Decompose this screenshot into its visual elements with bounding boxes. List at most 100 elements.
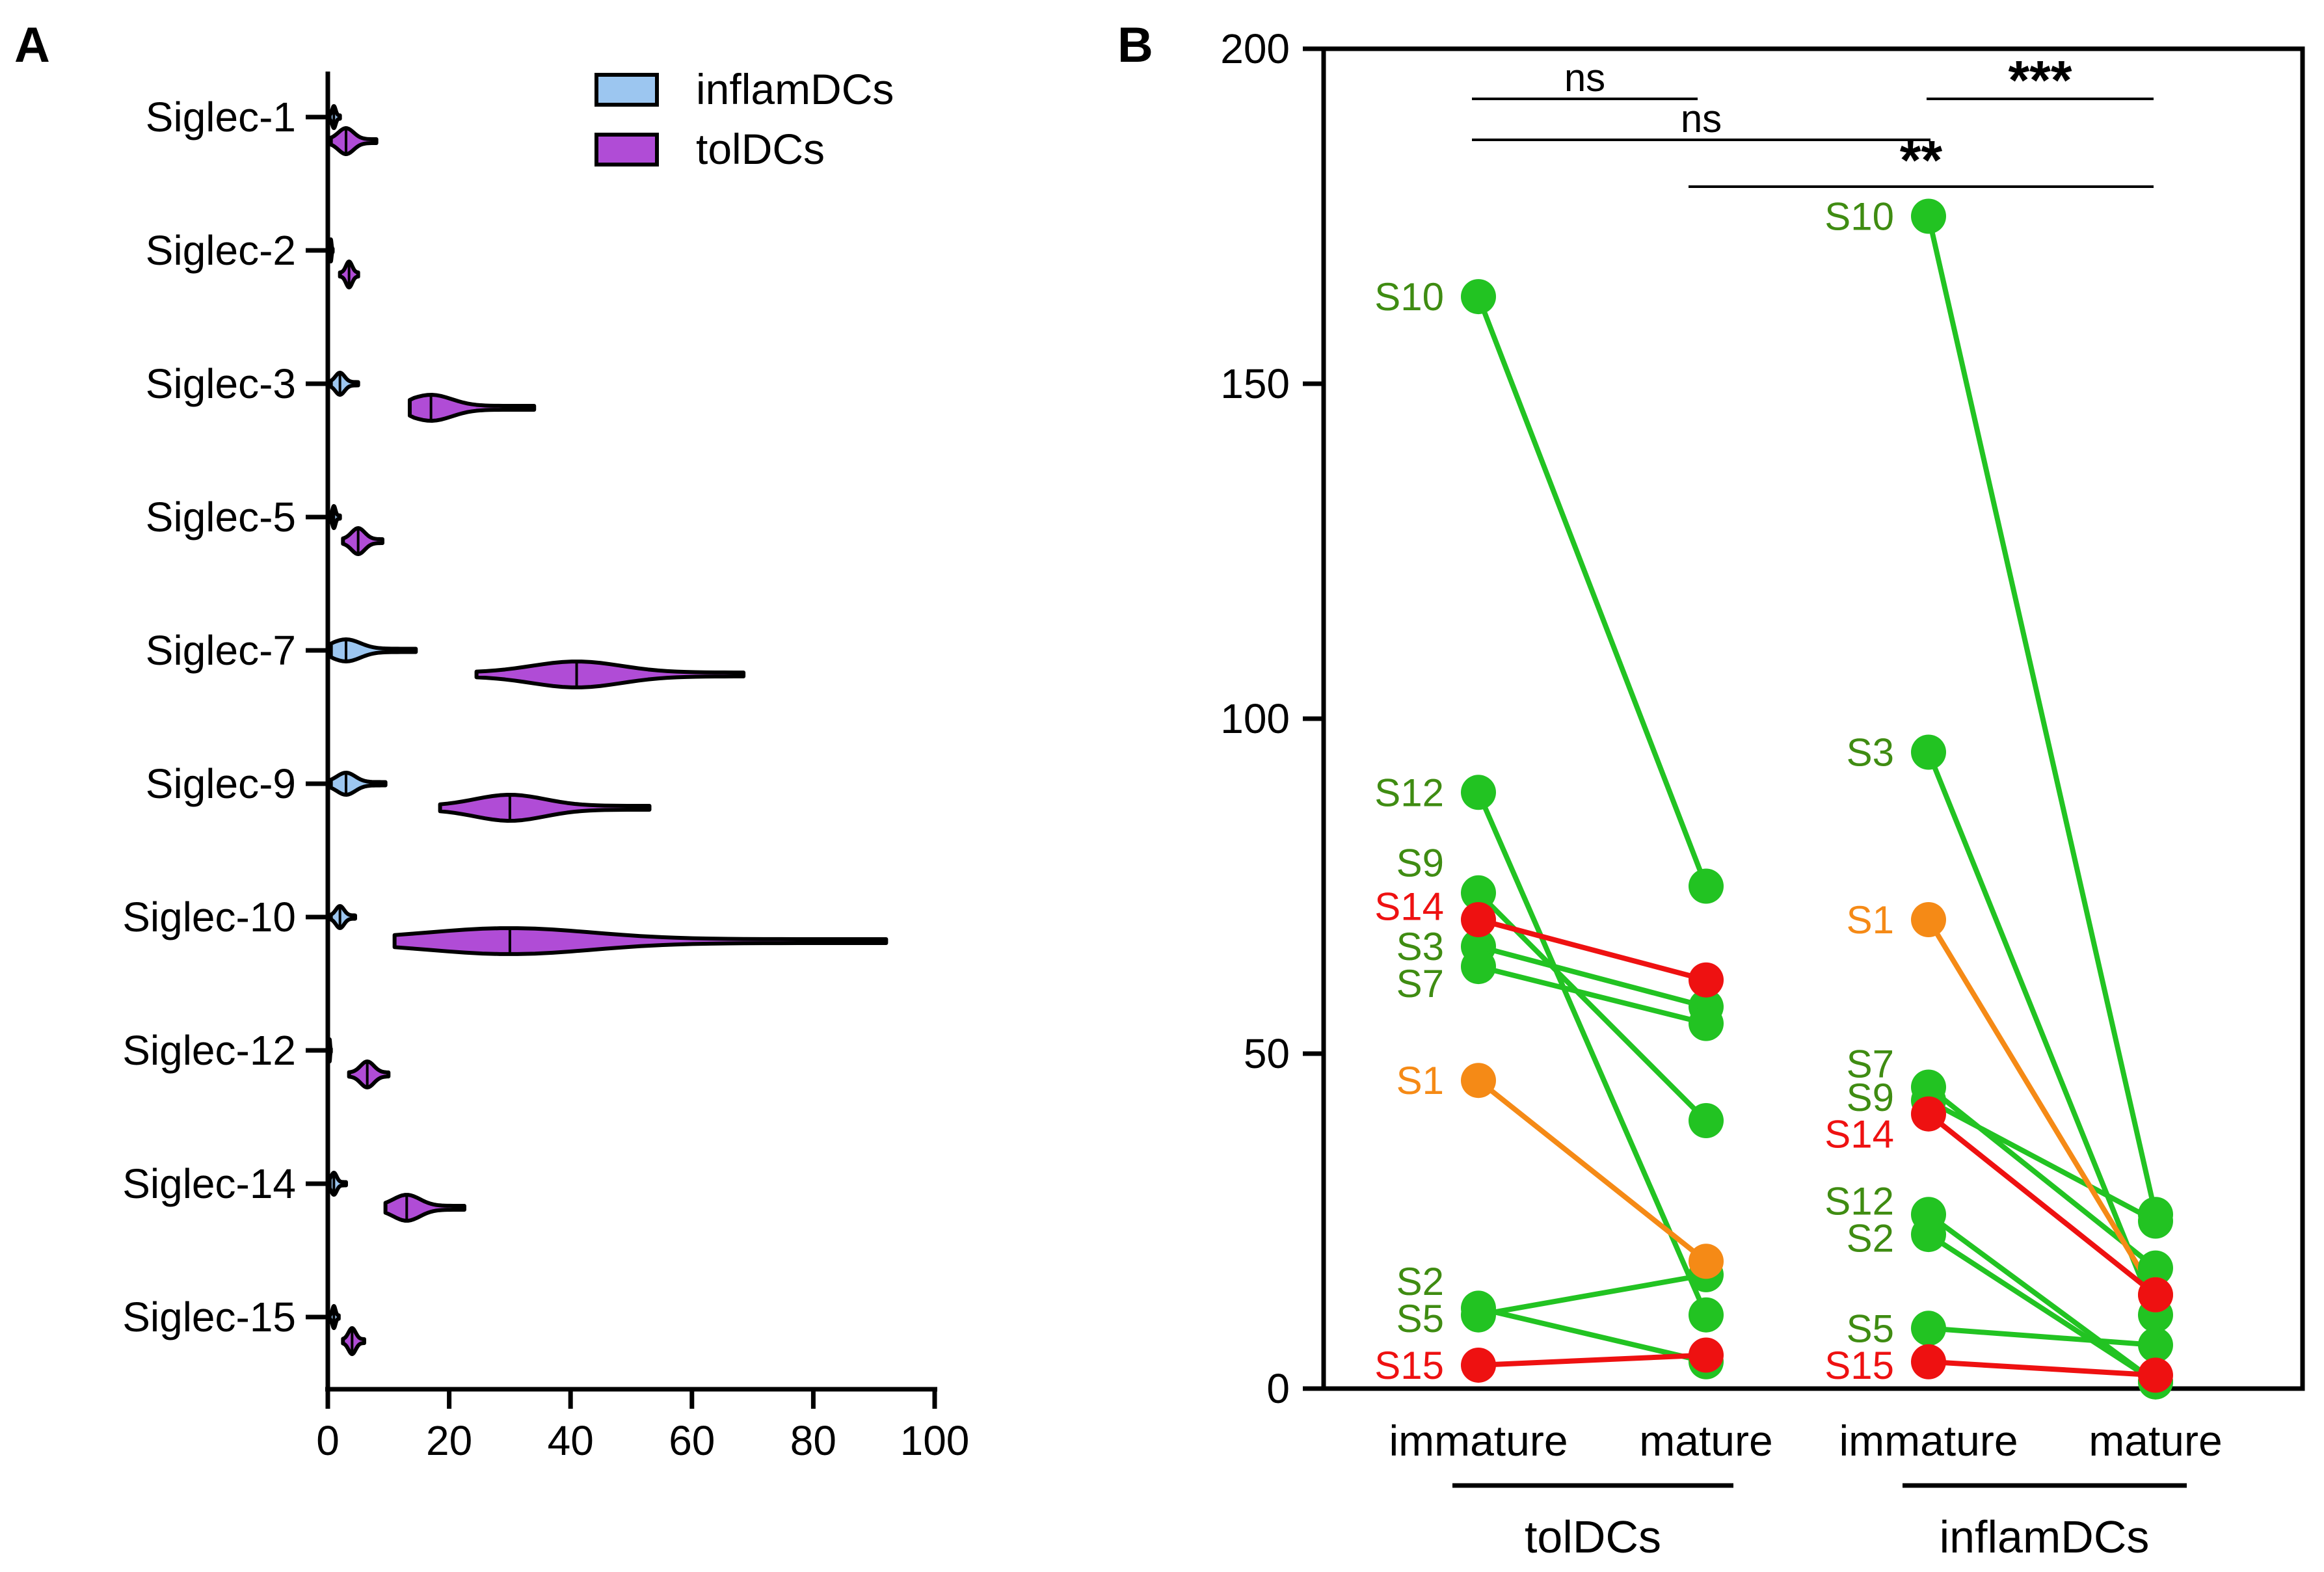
sig-label-0: ns — [1564, 56, 1605, 100]
point-label-s14-inflam: S14 — [1824, 1113, 1894, 1156]
x-category-labels: immature mature immature mature tolDCs i… — [1389, 1417, 2222, 1562]
point-label-s9-tol: S9 — [1396, 841, 1444, 885]
violin-toldcs-siglec-10 — [392, 926, 888, 956]
point-s9-tol-mature — [1689, 1103, 1724, 1138]
line-s12-tol — [1476, 791, 1709, 1316]
sig-label-3: *** — [2008, 49, 2072, 111]
line-s5-tol — [1478, 1272, 1707, 1318]
sig-label-1: ns — [1681, 97, 1722, 140]
line-s15-inflam — [1928, 1359, 2156, 1378]
x-label-tol-immature: immature — [1389, 1417, 1568, 1465]
y-tick-label-200: 200 — [1220, 25, 1290, 72]
point-label-s7-tol: S7 — [1396, 962, 1444, 1006]
y-tick-label-siglec-2: Siglec-2 — [146, 227, 296, 274]
legend: inflamDCs tolDCs — [594, 65, 894, 173]
panel-a: A Siglec-1Siglec-2Siglec-3Siglec-5Siglec… — [14, 18, 969, 1464]
line-s10-inflam — [1926, 215, 2158, 1216]
x-tick-label-80: 80 — [790, 1417, 836, 1464]
point-s7-tol-mature — [1689, 1006, 1724, 1041]
point-label-s12-tol: S12 — [1374, 771, 1444, 814]
line-s14-tol — [1477, 917, 1707, 983]
x-label-inflam-mature: mature — [2089, 1417, 2222, 1465]
line-s10-tol — [1476, 295, 1709, 887]
point-s5-inflam-immature — [1911, 1311, 1946, 1346]
point-label-s2-tol: S2 — [1396, 1260, 1444, 1303]
line-s1-inflam — [1926, 918, 2158, 1296]
line-s7-inflam — [1927, 1085, 2157, 1270]
violin-toldcs-siglec-14 — [383, 1193, 466, 1223]
legend-label-toldcs: tolDCs — [696, 125, 825, 173]
violin-toldcs-siglec-7 — [474, 659, 746, 689]
y-tick-label-siglec-10: Siglec-10 — [122, 894, 296, 940]
point-s12-tol-immature — [1461, 775, 1496, 810]
point-label-s15-tol: S15 — [1374, 1344, 1444, 1387]
plot-frame — [1321, 46, 2305, 1391]
x-label-inflam-immature: immature — [1839, 1417, 2018, 1465]
group-label-inflamdcs: inflamDCs — [1940, 1512, 2150, 1562]
violin-toldcs-siglec-5 — [341, 526, 384, 556]
x-tick-label-100: 100 — [900, 1417, 970, 1464]
panel-a-violins — [326, 104, 888, 1356]
point-s10-tol-mature — [1689, 868, 1724, 904]
line-s3-tol — [1477, 944, 1707, 1009]
point-s15-inflam-immature — [1911, 1344, 1946, 1379]
y-tick-label-siglec-15: Siglec-15 — [122, 1294, 296, 1340]
point-label-s1-inflam: S1 — [1847, 898, 1894, 942]
y-tick-label-siglec-7: Siglec-7 — [146, 627, 296, 674]
point-label-s10-tol: S10 — [1374, 275, 1444, 319]
line-s5-inflam — [1928, 1326, 2156, 1348]
panel-a-axes — [325, 72, 937, 1392]
point-label-s2-inflam: S2 — [1847, 1216, 1894, 1260]
point-s1-inflam-immature — [1911, 902, 1946, 937]
violin-toldcs-siglec-12 — [347, 1059, 391, 1089]
violin-inflamdcs-siglec-7 — [328, 637, 418, 663]
point-labels: S10S12S9S14S3S7S1S2S5S15S10S3S1S7S9S14S1… — [1374, 195, 1894, 1387]
point-s5-inflam-mature — [2138, 1327, 2173, 1363]
y-tick-label-150: 150 — [1220, 360, 1290, 407]
point-s1-tol-mature — [1689, 1244, 1724, 1279]
x-tick-label-60: 60 — [669, 1417, 715, 1464]
point-s12-tol-mature — [1689, 1297, 1724, 1333]
x-label-tol-mature: mature — [1639, 1417, 1772, 1465]
violin-inflamdcs-siglec-10 — [328, 904, 357, 930]
point-s14-tol-mature — [1689, 962, 1724, 998]
point-label-s5-tol: S5 — [1396, 1297, 1444, 1340]
point-s15-tol-immature — [1461, 1347, 1496, 1383]
y-tick-label-100: 100 — [1220, 695, 1290, 742]
line-s9-inflam — [1927, 1098, 2157, 1224]
x-tick-label-20: 20 — [426, 1417, 472, 1464]
y-tick-label-siglec-14: Siglec-14 — [122, 1160, 296, 1207]
panel-a-xticks: 0 20 40 60 80 100 — [316, 1389, 969, 1464]
point-s7-inflam-mature — [2138, 1250, 2173, 1286]
y-tick-label-0: 0 — [1266, 1365, 1290, 1412]
panel-b-label: B — [1117, 18, 1153, 73]
point-s10-tol-immature — [1461, 279, 1496, 315]
x-tick-label-0: 0 — [316, 1417, 340, 1464]
line-s2-tol — [1478, 1305, 1707, 1365]
violin-inflamdcs-siglec-5 — [328, 504, 342, 530]
violin-toldcs-siglec-1 — [328, 126, 379, 156]
legend-swatch-toldcs — [594, 133, 659, 167]
point-s5-tol-immature — [1461, 1297, 1496, 1333]
violin-toldcs-siglec-3 — [407, 393, 537, 423]
legend-swatch-inflamdcs — [594, 73, 659, 107]
x-tick-label-40: 40 — [548, 1417, 594, 1464]
panel-a-label: A — [14, 18, 50, 73]
point-s10-inflam-immature — [1911, 198, 1946, 234]
point-s3-inflam-immature — [1911, 734, 1946, 770]
violin-inflamdcs-siglec-14 — [327, 1171, 348, 1197]
point-s12-inflam-immature — [1911, 1197, 1946, 1232]
line-s1-tol — [1476, 1078, 1708, 1264]
point-label-s5-inflam: S5 — [1847, 1307, 1894, 1350]
violin-toldcs-siglec-9 — [438, 793, 652, 823]
group-label-toldcs: tolDCs — [1525, 1512, 1661, 1562]
point-label-s10-inflam: S10 — [1824, 195, 1894, 239]
sig-label-2: ** — [1900, 129, 1943, 191]
point-label-s12-inflam: S12 — [1824, 1180, 1894, 1223]
point-s15-tol-mature — [1689, 1337, 1724, 1373]
line-s15-tol — [1478, 1352, 1707, 1368]
y-tick-label-siglec-12: Siglec-12 — [122, 1027, 296, 1074]
